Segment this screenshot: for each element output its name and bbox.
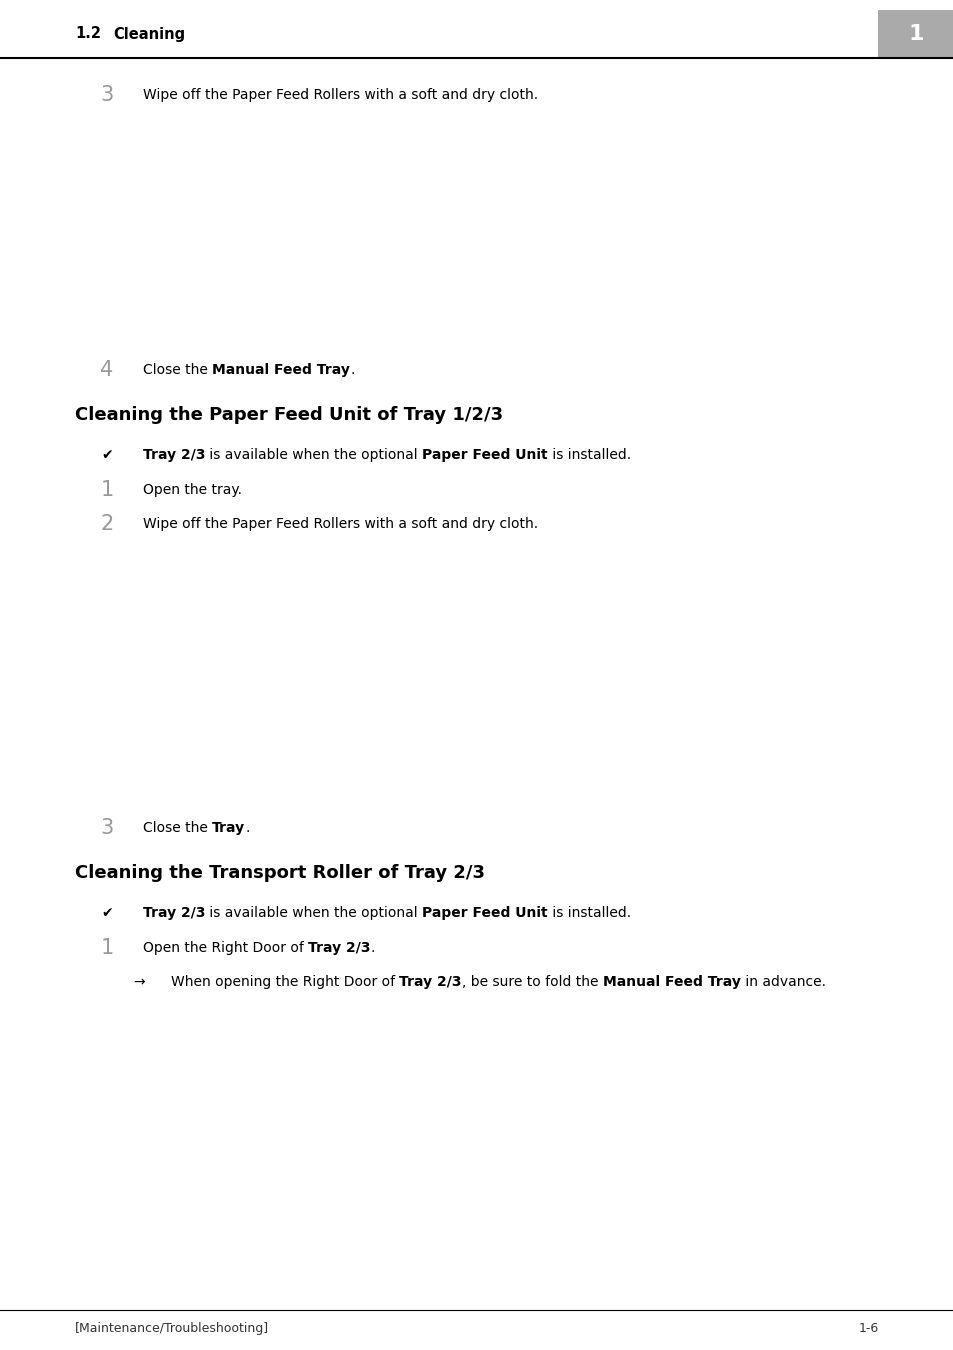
Text: .: .: [350, 363, 355, 377]
Bar: [877, 9, 953, 58]
Text: 1: 1: [100, 481, 113, 500]
Text: .: .: [371, 941, 375, 954]
Text: Paper Feed Unit: Paper Feed Unit: [422, 906, 548, 919]
Text: When opening the Right Door of: When opening the Right Door of: [171, 975, 399, 990]
Text: , be sure to fold the: , be sure to fold the: [461, 975, 602, 990]
Text: .: .: [245, 821, 250, 836]
Text: Wipe off the Paper Feed Rollers with a soft and dry cloth.: Wipe off the Paper Feed Rollers with a s…: [143, 88, 537, 103]
Text: 4: 4: [100, 360, 113, 379]
Text: Close the: Close the: [143, 363, 212, 377]
Text: ✔: ✔: [101, 448, 112, 462]
Text: Cleaning: Cleaning: [112, 27, 185, 42]
Text: 1-6: 1-6: [858, 1322, 878, 1335]
Bar: [238, 120, 715, 329]
Text: is available when the optional: is available when the optional: [205, 906, 422, 919]
Text: Open the tray.: Open the tray.: [143, 483, 242, 497]
Text: 1: 1: [100, 938, 113, 958]
Text: is installed.: is installed.: [548, 448, 631, 462]
Bar: [238, 549, 715, 790]
Text: →: →: [132, 975, 145, 990]
Bar: [210, 1010, 686, 1260]
Text: Tray 2/3: Tray 2/3: [308, 941, 371, 954]
Text: Wipe off the Paper Feed Rollers with a soft and dry cloth.: Wipe off the Paper Feed Rollers with a s…: [143, 517, 537, 531]
Text: 3: 3: [100, 85, 113, 105]
Text: Cleaning the Paper Feed Unit of Tray 1/2/3: Cleaning the Paper Feed Unit of Tray 1/2…: [75, 406, 502, 424]
Text: [Maintenance/Troubleshooting]: [Maintenance/Troubleshooting]: [75, 1322, 269, 1335]
Text: Tray: Tray: [212, 821, 245, 836]
Text: Open the Right Door of: Open the Right Door of: [143, 941, 308, 954]
Text: Paper Feed Unit: Paper Feed Unit: [422, 448, 548, 462]
Text: 1: 1: [907, 24, 923, 45]
Text: Tray 2/3: Tray 2/3: [143, 448, 205, 462]
Text: is installed.: is installed.: [548, 906, 631, 919]
Text: Tray 2/3: Tray 2/3: [143, 906, 205, 919]
Text: Close the: Close the: [143, 821, 212, 836]
Text: ✔: ✔: [101, 906, 112, 919]
Text: Manual Feed Tray: Manual Feed Tray: [602, 975, 740, 990]
Text: Tray 2/3: Tray 2/3: [399, 975, 461, 990]
Text: is available when the optional: is available when the optional: [205, 448, 422, 462]
Text: Manual Feed Tray: Manual Feed Tray: [212, 363, 350, 377]
Text: 1.2: 1.2: [75, 27, 101, 42]
Text: Cleaning the Transport Roller of Tray 2/3: Cleaning the Transport Roller of Tray 2/…: [75, 864, 484, 882]
Text: 2: 2: [100, 514, 113, 535]
Text: 3: 3: [100, 818, 113, 838]
Text: in advance.: in advance.: [740, 975, 825, 990]
